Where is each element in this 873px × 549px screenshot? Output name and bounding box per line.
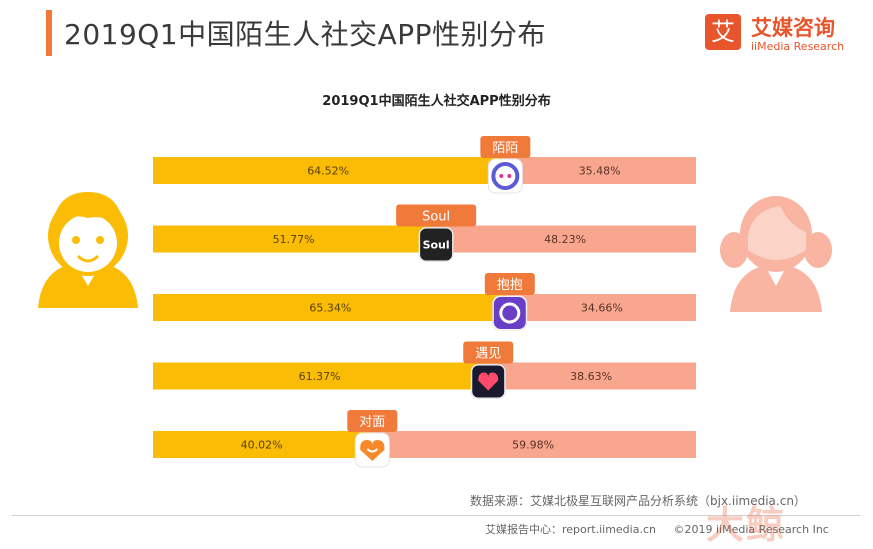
category-label: 抱抱 [497,277,523,293]
female-bar [370,431,696,458]
baobao-app-icon [492,295,528,331]
data-source: 数据来源：艾媒北极星互联网产品分析系统（bjx.iimedia.cn） [470,494,806,508]
female-avatar-icon [720,196,832,312]
female-value-label: 35.48% [579,165,621,178]
male-value-label: 64.52% [307,165,349,178]
footer-divider [12,515,860,516]
male-bar [153,157,504,184]
footer: 艾媒报告中心：report.iimedia.cn ©2019 iiMedia R… [485,521,829,537]
svg-text:Soul: Soul [423,239,450,252]
category-tag [463,341,514,364]
brand-name-cn: 艾媒咨询 [751,16,835,40]
momo-app-icon [487,158,523,194]
duimian-app-icon [354,432,390,468]
category-label: 陌陌 [492,141,518,156]
category-tag [396,204,477,227]
female-bar [486,362,696,390]
female-value-label: 34.66% [581,302,623,315]
male-avatar-icon [38,192,138,308]
brand-logo: 艾 艾媒咨询 iiMedia Research [705,12,855,56]
soul-app-icon: Soul [418,227,454,262]
category-label: Soul [422,210,450,225]
brand-name-en: iiMedia Research [751,40,845,53]
category-tag [480,136,531,158]
copyright: ©2019 iiMedia Research Inc [673,523,829,536]
male-bar [153,225,435,253]
male-bar [153,362,487,390]
male-bar [153,431,371,458]
female-bar [507,294,696,321]
male-value-label: 65.34% [309,302,351,315]
chart-title: 2019Q1中国陌生人社交APP性别分布 [322,94,551,109]
category-tag [484,273,535,295]
female-value-label: 38.63% [570,370,612,383]
male-bar [153,294,508,321]
male-value-label: 40.02% [241,439,283,452]
category-label: 对面 [359,415,385,430]
report-center-link[interactable]: 艾媒报告中心：report.iimedia.cn [485,523,656,536]
title-accent-bar [46,10,52,56]
category-tag [347,410,398,432]
page-title: 2019Q1中国陌生人社交APP性别分布 [64,18,547,51]
yujian-app-icon [470,364,506,399]
female-bar [434,225,696,253]
watermark: 大鲸 [706,503,787,547]
female-value-label: 59.98% [512,439,554,452]
male-value-label: 51.77% [273,233,315,246]
brand-mark-icon: 艾 [705,14,741,50]
female-bar [503,157,696,184]
male-value-label: 61.37% [299,370,341,383]
category-label: 遇见 [475,347,501,362]
female-value-label: 48.23% [544,233,586,246]
